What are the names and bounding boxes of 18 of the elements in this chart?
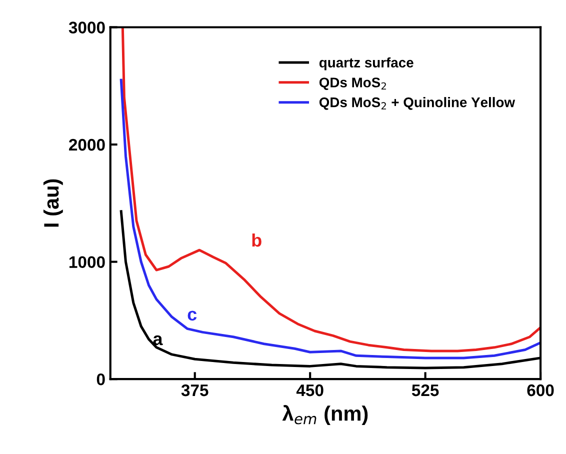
annotation: a	[153, 335, 163, 346]
x-tick-label: 600	[527, 384, 554, 396]
x-tick-label: 525	[412, 384, 439, 396]
y-tick-label: 1000	[69, 256, 105, 268]
y-axis-title: I (au)	[43, 179, 63, 227]
legend-label: QDs MoS$_{2}$ + Quinoline Yellow	[319, 97, 516, 110]
line-series	[121, 27, 541, 352]
legend-label: QDs MoS$_{2}$	[319, 78, 386, 90]
annotation: b	[252, 233, 262, 247]
y-tick-label: 2000	[69, 138, 105, 151]
line-series	[120, 78, 541, 360]
y-tick-label: 0	[96, 373, 105, 386]
x-tick-label: 450	[296, 384, 324, 396]
x-axis-title: λ$_{em}$ (nm)	[282, 405, 368, 425]
annotation: c	[188, 310, 197, 321]
x-tick-label: 375	[181, 384, 208, 396]
legend-label: quartz surface	[319, 57, 414, 70]
y-tick-label: 3000	[68, 22, 105, 34]
